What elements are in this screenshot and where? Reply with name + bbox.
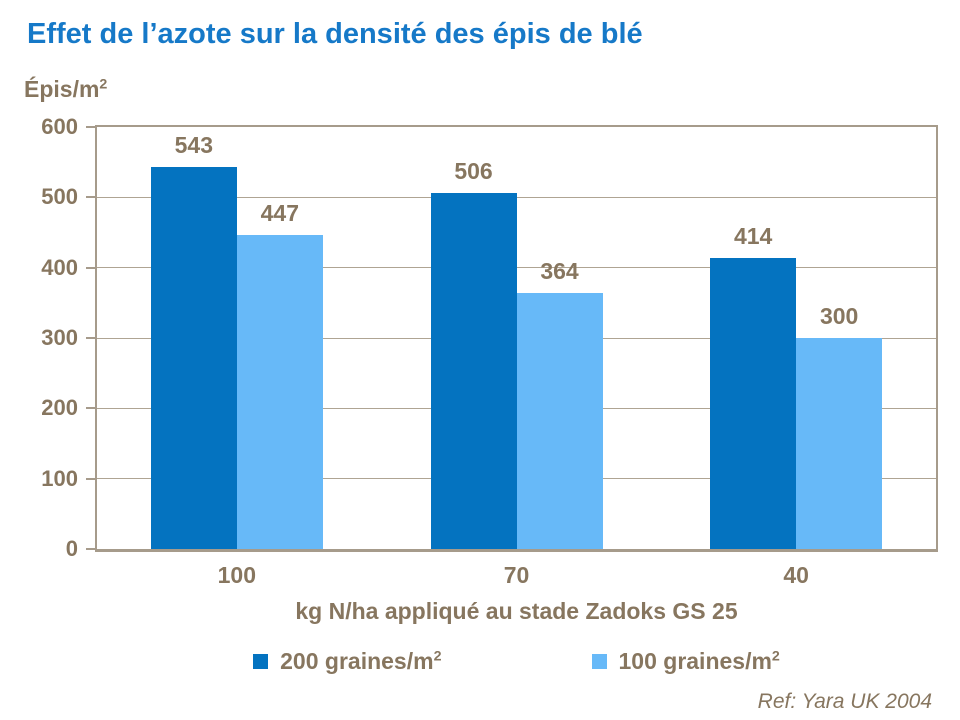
- bar-value-label: 506: [454, 158, 493, 185]
- legend-item-series2: 100 graines/m2: [591, 648, 780, 675]
- legend-swatch-icon: [253, 654, 269, 669]
- bar-series1: [430, 193, 517, 549]
- bar-value-label: 414: [733, 222, 773, 249]
- y-tick-label: 400: [41, 254, 78, 280]
- legend-label-text: 200 graines/m: [280, 648, 434, 674]
- bar-value-label: 543: [174, 132, 214, 159]
- bar-value-label: 447: [260, 199, 300, 226]
- x-tick-label: 70: [503, 562, 530, 588]
- bar-value-label: 300: [819, 303, 859, 329]
- y-tick-mark: [86, 477, 95, 480]
- chart-title: Effet de l’azote sur la densité des épis…: [27, 18, 643, 50]
- x-tick-label: 40: [783, 562, 809, 588]
- legend-label-text: 100 graines/m: [618, 648, 772, 674]
- plot-area: 543 447 506 364 414 300: [95, 125, 938, 552]
- bar-series1: [710, 257, 797, 549]
- gridline: [97, 267, 936, 269]
- y-tick-mark: [86, 407, 95, 410]
- legend-label: 100 graines/m2: [619, 648, 780, 675]
- bar-value-label: 364: [540, 258, 579, 284]
- reference-note: Ref: Yara UK 2004: [757, 690, 932, 713]
- y-axis-labels: 0 100 200 300 400 500 600: [0, 114, 78, 561]
- y-axis-unit-label: Épis/m2: [24, 76, 107, 103]
- y-tick-mark: [86, 266, 95, 269]
- legend-label-sup: 2: [771, 648, 780, 665]
- bar-series2: [236, 234, 323, 549]
- y-tick-label: 600: [41, 114, 78, 139]
- legend-label-sup: 2: [433, 648, 442, 665]
- y-axis-ticks: [86, 126, 95, 550]
- y-tick-label: 200: [41, 395, 78, 421]
- x-axis-title: kg N/ha appliqué au stade Zadoks GS 25: [295, 598, 738, 624]
- legend-label: 200 graines/m2: [280, 648, 441, 675]
- y-tick-label: 500: [41, 184, 78, 210]
- y-axis-unit-text: Épis/m: [24, 76, 100, 102]
- y-axis-unit-sup: 2: [99, 76, 108, 93]
- y-tick-mark: [86, 337, 95, 339]
- y-tick-label: 300: [41, 325, 78, 350]
- y-tick-label: 0: [65, 536, 78, 561]
- y-tick-label: 100: [41, 465, 78, 491]
- y-tick-mark: [86, 126, 95, 128]
- y-tick-mark: [86, 548, 95, 550]
- legend-swatch-icon: [591, 654, 607, 669]
- y-tick-mark: [86, 196, 95, 199]
- x-tick-label: 100: [217, 562, 257, 588]
- gridline: [97, 196, 936, 198]
- bar-series1: [150, 167, 237, 549]
- legend-item-series1: 200 graines/m2: [253, 648, 442, 675]
- bar-series2: [796, 338, 883, 549]
- bar-series2: [516, 293, 603, 549]
- legend: 200 graines/m2 100 graines/m2: [95, 648, 938, 675]
- x-axis-labels: 100 70 40: [97, 562, 936, 590]
